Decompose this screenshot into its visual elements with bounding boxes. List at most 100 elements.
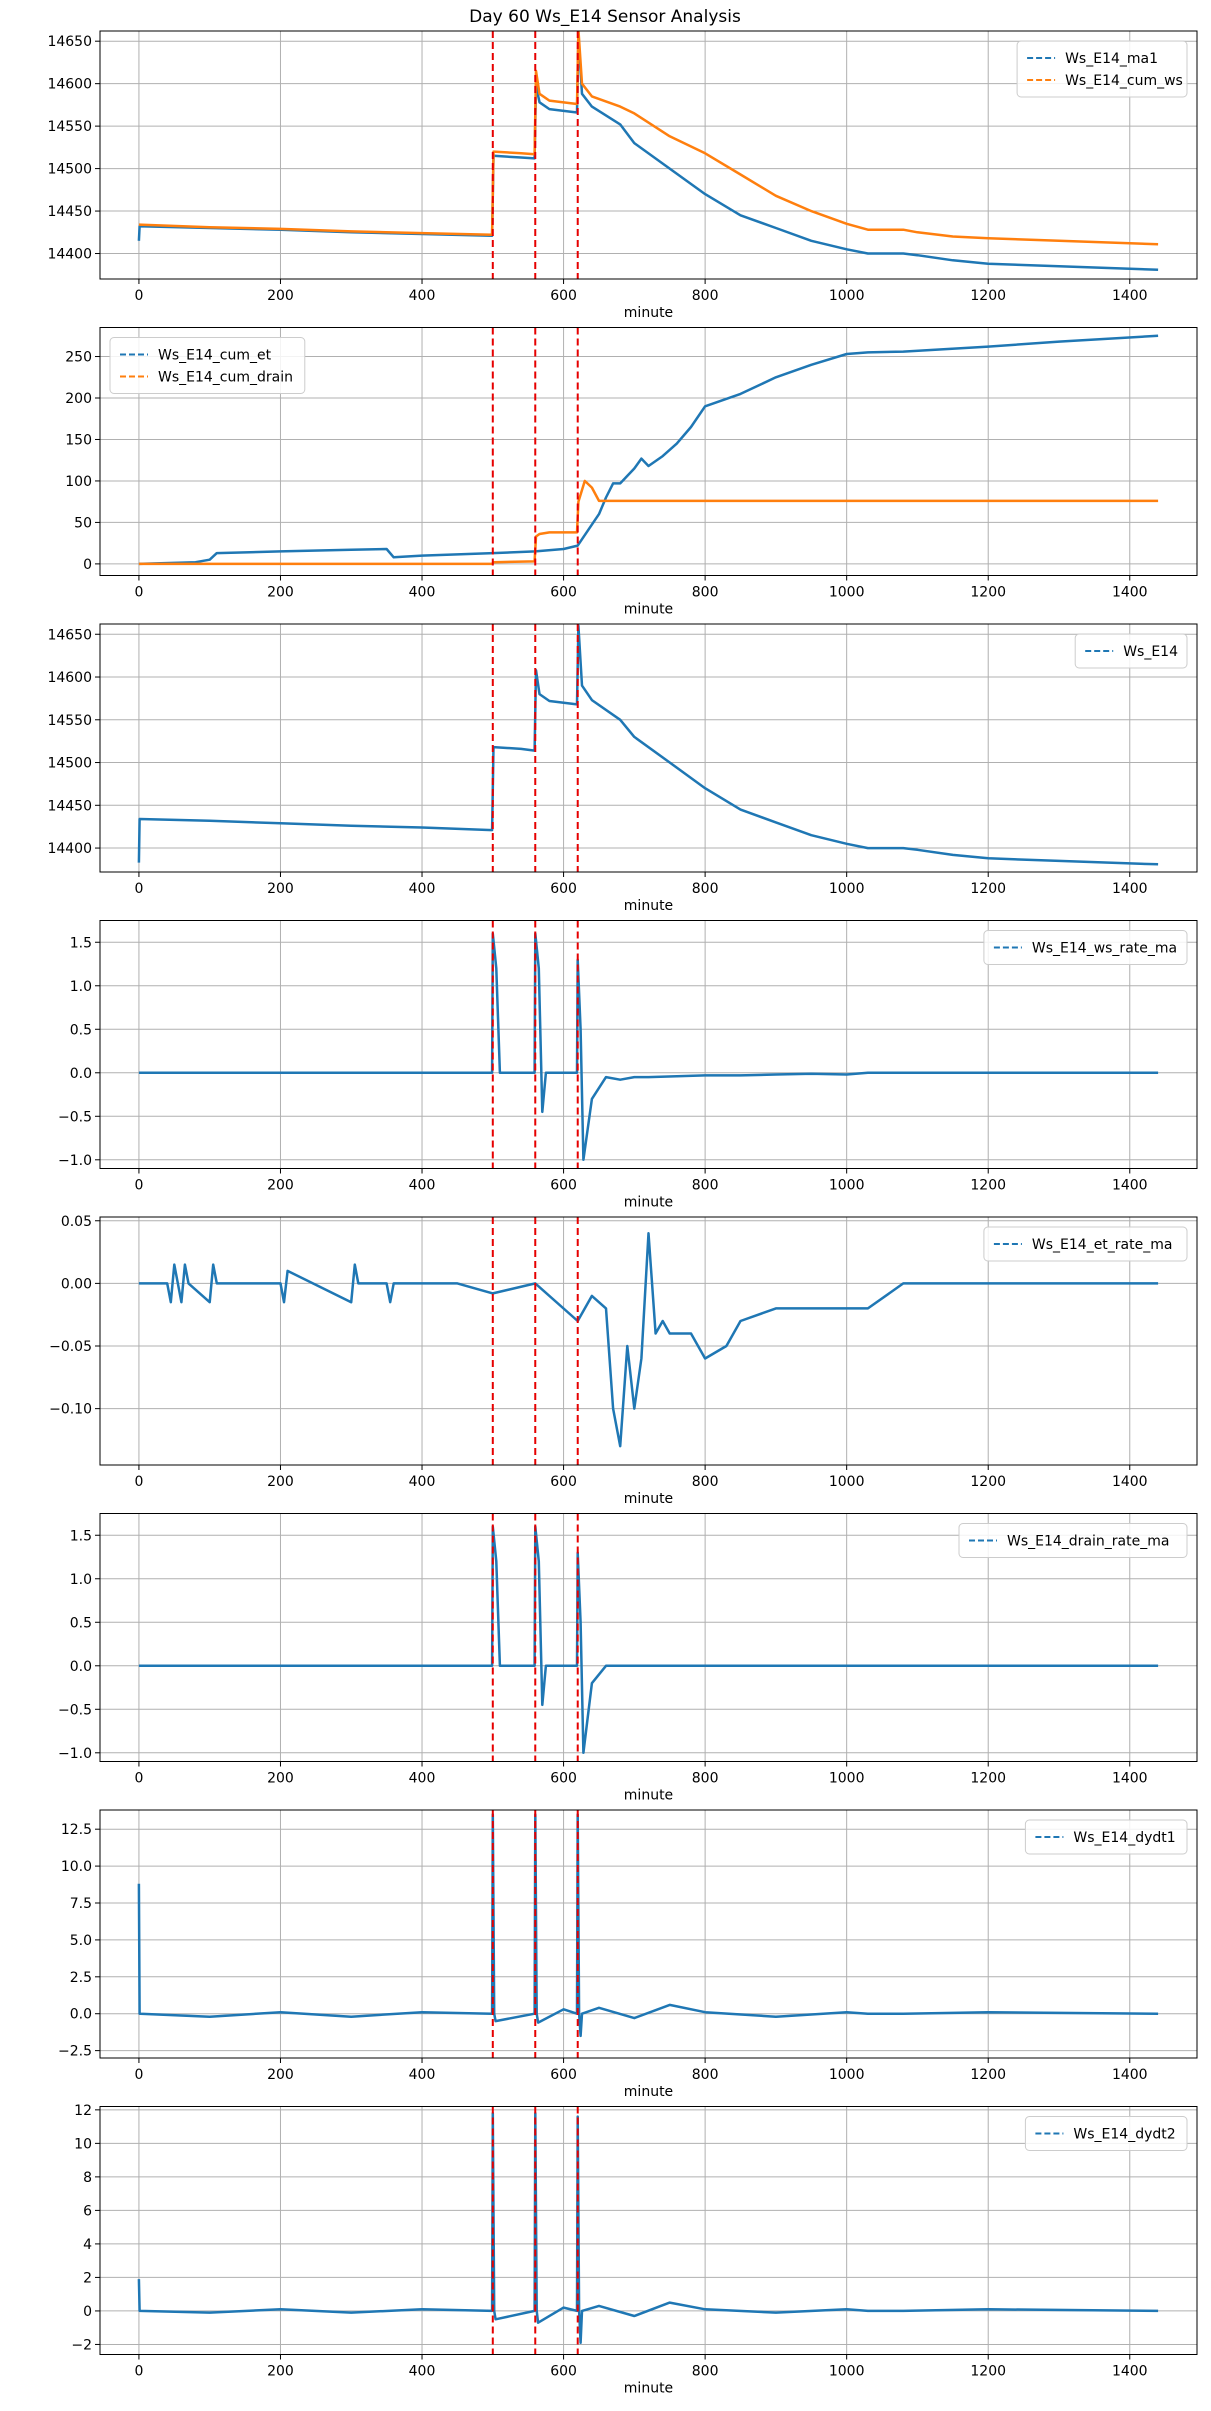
x-tick-label: 0 — [134, 585, 143, 601]
x-tick-label: 800 — [692, 2364, 719, 2380]
y-tick-label: −2 — [71, 2337, 92, 2353]
x-tick-label: 200 — [267, 288, 294, 304]
x-tick-label: 1000 — [829, 1771, 865, 1787]
legend-box — [1024, 2116, 1188, 2151]
x-tick-label: 600 — [550, 585, 577, 601]
x-tick-label: 600 — [550, 2364, 577, 2380]
x-tick-label: 200 — [267, 881, 294, 897]
subplot-5: 0 200 400 600 800 1000 1200 1400 minute −0.10 −0.0… — [49, 1214, 1198, 1507]
legend-box — [109, 337, 306, 394]
y-tick-label: 0.0 — [70, 1659, 92, 1675]
x-tick-label: 400 — [409, 2067, 436, 2083]
x-tick-label: 1400 — [1112, 2364, 1148, 2380]
y-tick-label: 14450 — [47, 204, 92, 220]
legend-label: Ws_E14_et_rate_ma — [1032, 1237, 1173, 1253]
legend-label: Ws_E14_cum_et — [158, 348, 272, 364]
legend-label: Ws_E14_dydt1 — [1073, 1830, 1175, 1846]
legend-label: Ws_E14_ws_rate_ma — [1032, 941, 1177, 957]
subplot-7: 0 200 400 600 800 1000 1200 1400 minute −2.5 0.0 2.… — [58, 1809, 1198, 2100]
x-tick-label: 600 — [550, 2067, 577, 2083]
x-tick-label: 1200 — [970, 1178, 1006, 1194]
y-tick-label: −1.0 — [58, 1153, 92, 1169]
y-tick-label: 250 — [65, 350, 92, 366]
axes-frame — [99, 920, 1198, 1169]
axes-frame — [99, 1809, 1198, 2059]
x-tick-label: 400 — [409, 2364, 436, 2380]
y-tick-label: 100 — [65, 474, 92, 490]
x-tick-label: 1400 — [1112, 1178, 1148, 1194]
legend-box — [958, 1523, 1188, 1558]
legend-label: Ws_E14_cum_drain — [158, 370, 293, 386]
series-line-Ws_E14_et_rate_ma — [138, 1232, 1159, 1448]
y-tick-label: 12 — [74, 2103, 92, 2119]
y-tick-label: −0.5 — [58, 1702, 92, 1718]
x-tick-label: 200 — [267, 1771, 294, 1787]
legend: Ws_E14_et_rate_ma — [983, 1226, 1188, 1262]
axes-frame — [99, 30, 1198, 280]
y-tick-label: 50 — [74, 515, 92, 531]
x-tick-label: 1400 — [1112, 2067, 1148, 2083]
subplot-3: 0 200 400 600 800 1000 1200 1400 minute 14400 1445… — [47, 623, 1198, 914]
x-tick-label: 1400 — [1112, 288, 1148, 304]
axes-frame — [99, 1216, 1198, 1466]
y-tick-label: 2 — [83, 2270, 92, 2286]
x-tick-label: 0 — [134, 1178, 143, 1194]
legend: Ws_E14_cum_et Ws_E14_cum_drain — [109, 337, 306, 394]
y-tick-label: 200 — [65, 391, 92, 407]
y-tick-label: 0.0 — [70, 1066, 92, 1082]
x-tick-label: 400 — [409, 881, 436, 897]
y-tick-label: 14400 — [47, 841, 92, 857]
x-tick-label: 200 — [267, 1178, 294, 1194]
series-line-Ws_E14_dydt1 — [137, 1813, 1159, 2038]
y-tick-label: −0.10 — [49, 1402, 92, 1418]
legend: Ws_E14_drain_rate_ma — [958, 1523, 1188, 1558]
x-tick-label: 1400 — [1112, 1771, 1148, 1787]
y-tick-label: 14550 — [47, 119, 92, 135]
y-tick-label: 14600 — [47, 670, 92, 686]
x-tick-label: 1000 — [829, 585, 865, 601]
x-tick-label: 800 — [692, 1474, 719, 1490]
legend: Ws_E14_ma1 Ws_E14_cum_ws — [1016, 40, 1188, 98]
x-tick-label: 0 — [134, 288, 143, 304]
x-tick-label: 1200 — [970, 1771, 1006, 1787]
x-tick-label: 1200 — [970, 881, 1006, 897]
legend-label: Ws_E14_drain_rate_ma — [1007, 1534, 1169, 1550]
subplot-1: 0 200 400 600 800 1000 1200 1400 minute 14400 1445… — [47, 30, 1198, 321]
y-tick-label: 10 — [74, 2136, 92, 2152]
y-tick-label: 0.05 — [61, 1214, 92, 1230]
y-tick-label: 0.00 — [61, 1276, 92, 1292]
x-tick-label: 800 — [692, 1178, 719, 1194]
x-tick-label: 800 — [692, 288, 719, 304]
y-tick-label: 1.5 — [70, 935, 92, 951]
y-tick-label: 5.0 — [70, 1933, 92, 1949]
y-tick-label: −0.5 — [58, 1109, 92, 1125]
legend-box — [1016, 40, 1188, 98]
x-tick-label: 400 — [409, 1474, 436, 1490]
y-tick-label: 14500 — [47, 756, 92, 772]
legend-box — [1074, 633, 1188, 669]
x-axis-label: minute — [624, 305, 673, 321]
y-tick-label: 14500 — [47, 162, 92, 178]
y-tick-label: 0 — [83, 557, 92, 573]
legend-box — [983, 1226, 1188, 1262]
x-tick-label: 800 — [692, 881, 719, 897]
subplot-2: 0 200 400 600 800 1000 1200 1400 minute 0 50 100 150… — [65, 327, 1198, 618]
axes-frame — [99, 327, 1198, 576]
x-tick-label: 0 — [134, 881, 143, 897]
x-axis-label: minute — [624, 1491, 673, 1507]
legend-label: Ws_E14_dydt2 — [1073, 2127, 1175, 2143]
x-axis-label: minute — [624, 602, 673, 618]
x-tick-label: 600 — [550, 288, 577, 304]
x-tick-label: 800 — [692, 585, 719, 601]
x-tick-label: 1000 — [829, 2067, 865, 2083]
x-tick-label: 0 — [134, 1771, 143, 1787]
x-tick-label: 600 — [550, 1474, 577, 1490]
legend-label: Ws_E14 — [1123, 644, 1178, 660]
series-line-Ws_E14_cum_ws — [138, 31, 1159, 246]
x-axis-label: minute — [624, 1195, 673, 1211]
y-tick-label: −0.05 — [49, 1339, 92, 1355]
x-tick-label: 1200 — [970, 2067, 1006, 2083]
y-tick-label: 14400 — [47, 247, 92, 263]
y-tick-label: 14550 — [47, 713, 92, 729]
